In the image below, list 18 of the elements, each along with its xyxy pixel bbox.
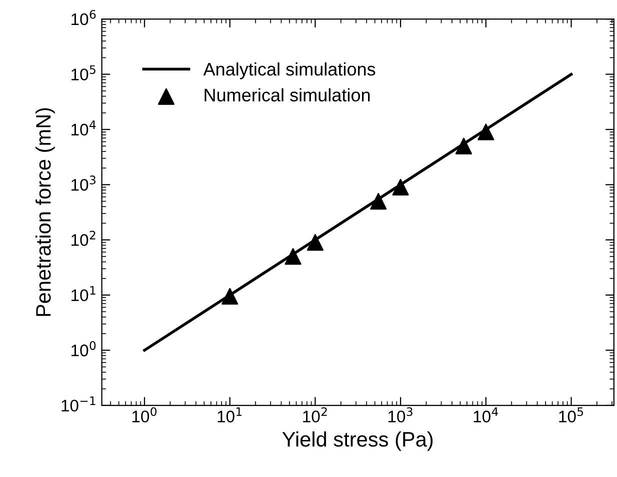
y-tick-label: 10$^{5}$ xyxy=(72,65,96,80)
x-tick-label: 10$^{4}$ xyxy=(474,407,498,422)
x-tick-label: 10$^{5}$ xyxy=(559,407,584,422)
y-tick-label: 10$^{1}$ xyxy=(72,286,96,302)
y-tick-label: 10$^{2}$ xyxy=(72,230,96,246)
y-tick-label: 10$^{−1}$ xyxy=(62,396,96,412)
y-tick-label: 10$^{6}$ xyxy=(72,10,96,26)
x-tick-label: 10$^{3}$ xyxy=(388,407,412,422)
x-axis-title: Yield stress (Pa) xyxy=(282,431,433,451)
y-tick-label: 10$^{0}$ xyxy=(72,341,96,356)
y-axis-title: Penetration force (mN) xyxy=(35,108,55,316)
legend-label: Analytical simulations xyxy=(203,62,376,80)
y-tick-label: 10$^{3}$ xyxy=(72,176,96,191)
x-tick-label: 10$^{0}$ xyxy=(132,407,157,422)
legend-label: Numerical simulation xyxy=(204,88,370,102)
x-tick-label: 10$^{2}$ xyxy=(303,407,327,422)
y-tick-label: 10$^{4}$ xyxy=(72,120,96,136)
x-tick-label: 10$^{1}$ xyxy=(218,407,242,422)
